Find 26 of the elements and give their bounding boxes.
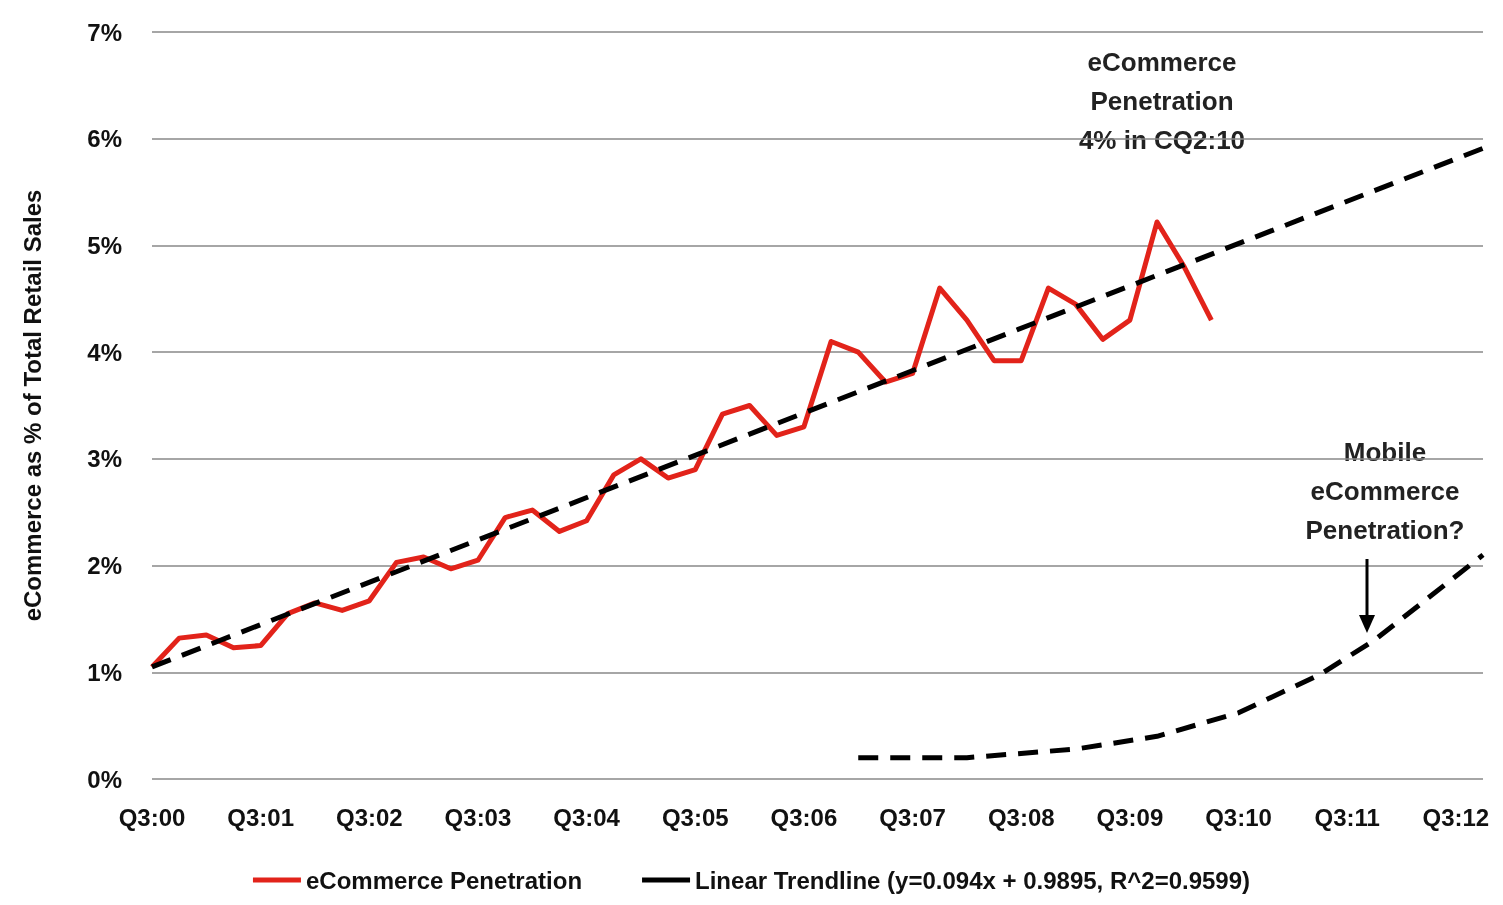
x-tick-label: Q3:04 — [553, 803, 621, 831]
legend-label: Linear Trendline (y=0.094x + 0.9895, R^2=0.9599) — [695, 866, 1251, 894]
x-tick-label: Q3:10 — [1205, 803, 1272, 831]
x-tick-label: Q3:00 — [118, 803, 186, 831]
x-tick-label: Q3:01 — [227, 803, 294, 831]
x-tick-label: Q3:11 — [1314, 803, 1380, 831]
x-tick-label: Q3:03 — [444, 803, 512, 831]
x-tick-label: Q3:08 — [987, 803, 1055, 831]
annotation: Mobile eCommerce Penetration? — [1305, 436, 1465, 545]
y-tick-label: 3% — [87, 445, 122, 473]
y-tick-label: 4% — [87, 338, 122, 366]
x-tick-label: Q3:09 — [1096, 803, 1164, 831]
y-tick-label: 6% — [87, 125, 122, 153]
x-tick-label: Q3:07 — [879, 803, 946, 831]
x-tick-label: Q3:06 — [770, 803, 838, 831]
y-tick-label: 2% — [87, 552, 122, 580]
x-tick-label: Q3:12 — [1422, 803, 1490, 831]
annotation: eCommerce Penetration 4% in CQ2:10 — [1078, 46, 1246, 155]
x-tick-label: Q3:02 — [335, 803, 403, 831]
y-axis-title: eCommerce as % of Total Retail Sales — [18, 189, 46, 622]
y-tick-label: 5% — [87, 231, 122, 259]
legend-label: eCommerce Penetration — [305, 866, 583, 894]
y-tick-label: 1% — [87, 658, 122, 686]
y-tick-label: 0% — [87, 765, 122, 793]
x-tick-label: Q3:05 — [661, 803, 729, 831]
y-tick-label: 7% — [87, 18, 122, 46]
